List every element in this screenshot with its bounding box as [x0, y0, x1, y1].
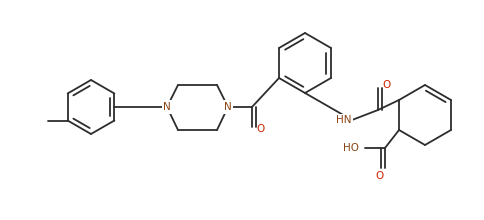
Text: O: O — [382, 80, 390, 90]
Text: O: O — [375, 171, 383, 181]
Text: HO: HO — [342, 143, 358, 153]
Text: HN: HN — [335, 115, 351, 125]
Text: N: N — [163, 102, 170, 112]
Text: O: O — [257, 124, 265, 134]
Text: N: N — [224, 102, 231, 112]
